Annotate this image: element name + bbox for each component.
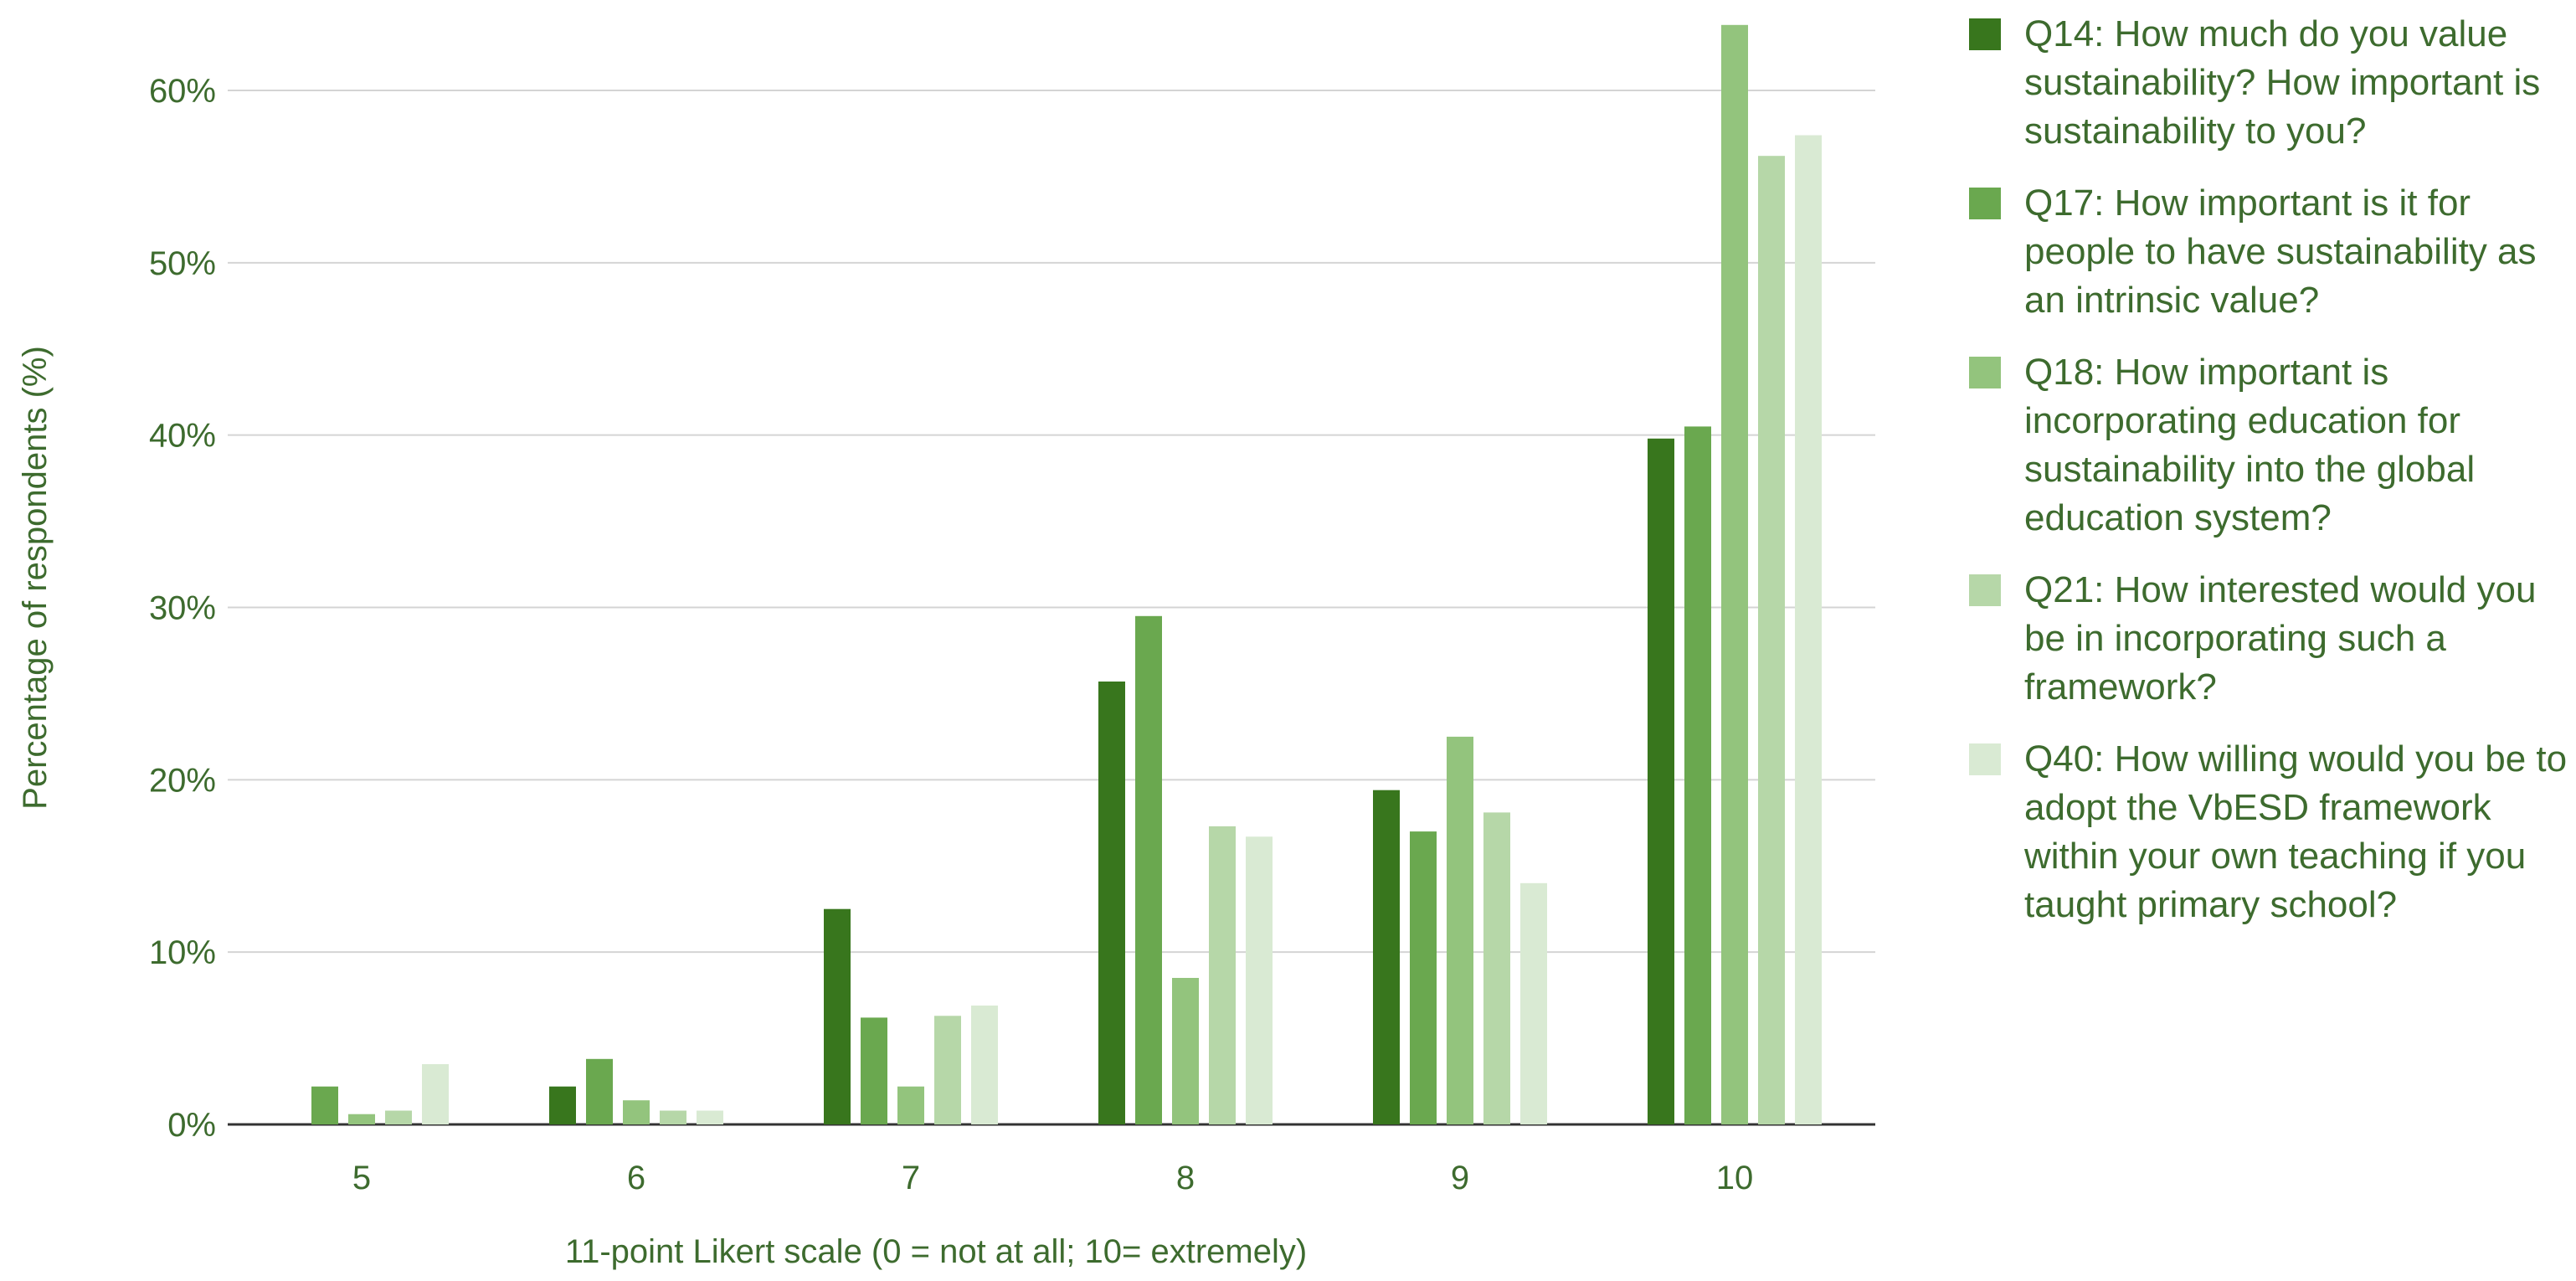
bar — [1172, 978, 1199, 1124]
x-axis-label: 11-point Likert scale (0 = not at all; 1… — [565, 1233, 1307, 1270]
legend-swatch — [1969, 18, 2001, 50]
legend-label: Q18: How important is incorporating educ… — [2024, 352, 2476, 538]
bar — [586, 1058, 613, 1124]
bar — [623, 1100, 650, 1124]
x-tick-label: 8 — [1176, 1160, 1195, 1196]
legend-label: Q40: How willing would you be to adopt t… — [2024, 738, 2568, 925]
gridlines — [228, 90, 1875, 1126]
y-tick-label: 0% — [167, 1107, 216, 1144]
bar — [385, 1110, 412, 1124]
y-tick-label: 10% — [149, 934, 216, 971]
legend-item: Q14: How much do you value sustainabilit… — [1969, 10, 2572, 156]
bar — [1520, 882, 1547, 1124]
bar — [861, 1017, 887, 1124]
y-axis-label: Percentage of respondents (%) — [17, 346, 54, 810]
legend-label: Q17: How important is it for people to h… — [2024, 183, 2537, 321]
bar — [1447, 736, 1473, 1124]
bar — [1135, 615, 1162, 1124]
bar — [422, 1064, 449, 1124]
x-tick-label: 6 — [627, 1160, 645, 1196]
y-tick-label: 30% — [149, 590, 216, 627]
bar — [1483, 812, 1510, 1124]
x-tick-label: 5 — [352, 1160, 371, 1196]
legend-label: Q21: How interested would you be in inco… — [2024, 569, 2537, 707]
y-tick-label: 60% — [149, 73, 216, 110]
bar — [1684, 426, 1711, 1124]
legend: Q14: How much do you value sustainabilit… — [1969, 10, 2572, 953]
bar — [824, 908, 851, 1124]
bar — [971, 1006, 998, 1124]
x-axis: 5 6 7 8 9 10 — [352, 1160, 1753, 1196]
bar — [549, 1086, 576, 1124]
legend-item: Q17: How important is it for people to h… — [1969, 179, 2572, 325]
y-tick-label: 20% — [149, 762, 216, 799]
bar — [1648, 438, 1674, 1124]
bar — [1098, 682, 1125, 1124]
legend-swatch — [1969, 188, 2001, 219]
legend-swatch — [1969, 574, 2001, 606]
bar — [660, 1110, 686, 1124]
y-tick-label: 50% — [149, 245, 216, 282]
x-tick-label: 7 — [902, 1160, 920, 1196]
bar — [311, 1086, 338, 1124]
legend-label: Q14: How much do you value sustainabilit… — [2024, 13, 2541, 152]
bar — [897, 1086, 924, 1124]
bar — [1373, 790, 1400, 1124]
bar — [1410, 831, 1437, 1124]
bar — [1209, 826, 1236, 1124]
bar — [1795, 135, 1822, 1124]
y-axis: 0% 10% 20% 30% 40% 50% 60% — [149, 73, 216, 1144]
bar — [934, 1016, 961, 1124]
legend-item: Q40: How willing would you be to adopt t… — [1969, 735, 2572, 929]
bars — [311, 24, 1822, 1125]
x-tick-label: 10 — [1716, 1160, 1754, 1196]
legend-swatch — [1969, 357, 2001, 388]
legend-item: Q21: How interested would you be in inco… — [1969, 566, 2572, 712]
bar — [1246, 836, 1273, 1124]
bar — [1721, 24, 1748, 1124]
bar — [697, 1110, 723, 1124]
legend-swatch — [1969, 743, 2001, 775]
y-tick-label: 40% — [149, 418, 216, 455]
x-tick-label: 9 — [1451, 1160, 1469, 1196]
bar — [1758, 156, 1785, 1125]
bar — [348, 1114, 375, 1124]
legend-item: Q18: How important is incorporating educ… — [1969, 348, 2572, 543]
